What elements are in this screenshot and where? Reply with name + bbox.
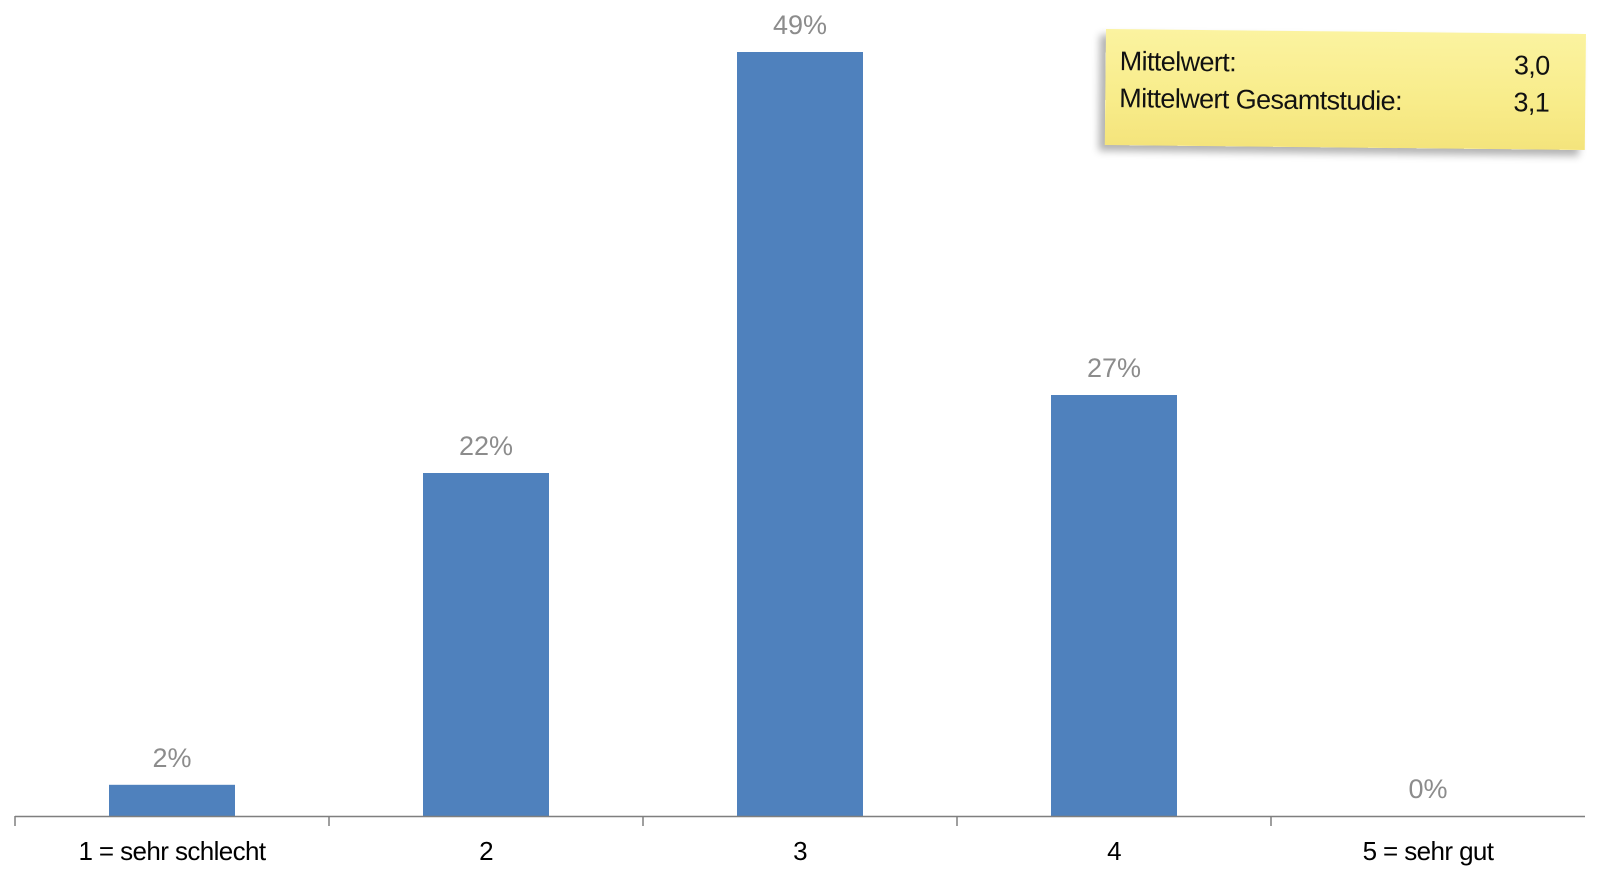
bar-3: [737, 52, 863, 816]
x-tick-label-5: 5 = sehr gut: [1363, 836, 1495, 866]
bar-2: [423, 473, 549, 816]
x-tick-label-4: 4: [1107, 836, 1121, 866]
x-tick-label-1: 1 = sehr schlecht: [78, 836, 266, 866]
bar-1: [109, 784, 235, 816]
overall-mean-row: Mittelwert Gesamtstudie: 3,1: [1119, 83, 1549, 119]
mean-value-sticky-note: Mittelwert: 3,0 Mittelwert Gesamtstudie:…: [1104, 29, 1586, 151]
x-axis: [14, 815, 1585, 826]
value-label-2: 22%: [459, 431, 513, 461]
value-labels-group: 2% 22% 49% 27% 0%: [152, 10, 1447, 804]
mean-row: Mittelwert: 3,0: [1119, 46, 1550, 82]
bar-4: [1051, 395, 1177, 816]
x-tick-label-3: 3: [793, 836, 807, 866]
mean-label: Mittelwert:: [1119, 46, 1237, 78]
value-label-4: 27%: [1087, 353, 1141, 383]
mean-value: 3,0: [1513, 50, 1550, 81]
value-label-5: 0%: [1408, 774, 1447, 804]
x-tick-label-2: 2: [479, 836, 493, 866]
overall-mean-label: Mittelwert Gesamtstudie:: [1119, 83, 1403, 117]
overall-mean-value: 3,1: [1513, 87, 1550, 118]
value-label-3: 49%: [773, 10, 827, 40]
value-label-1: 2%: [152, 743, 191, 773]
x-tick-labels-group: 1 = sehr schlecht 2 3 4 5 = sehr gut: [78, 836, 1495, 866]
bars-group: [109, 52, 1177, 816]
